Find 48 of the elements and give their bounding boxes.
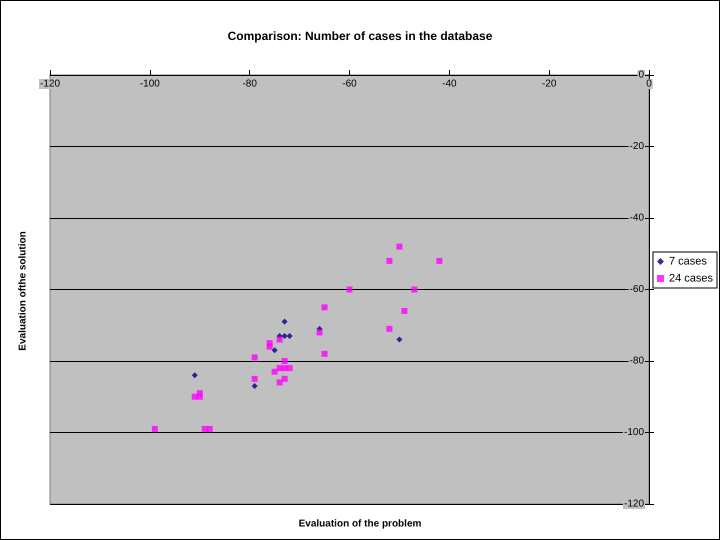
legend-label: 7 cases (668, 256, 708, 268)
point (282, 332, 288, 339)
point (401, 308, 408, 314)
point (266, 344, 273, 350)
point (396, 336, 402, 343)
y-tick-label: -100 (624, 427, 644, 438)
point (272, 368, 278, 375)
point (196, 390, 203, 396)
x-tick-label: -60 (342, 78, 358, 90)
point (322, 304, 328, 310)
point (152, 426, 158, 432)
x-axis-title: Evaluation of the problem (298, 518, 422, 530)
point (286, 332, 293, 339)
x-tick-label: -100 (140, 78, 160, 90)
x-tick-label: 0 (646, 78, 652, 90)
point (282, 358, 288, 364)
legend-label: 24 cases (668, 272, 714, 284)
point (386, 326, 392, 332)
x-tick-label: -80 (242, 78, 258, 90)
y-axis-title: Evaluation ofthe solution (18, 231, 28, 351)
point (396, 244, 402, 250)
point (206, 426, 213, 432)
y-tick-label: -20 (630, 141, 644, 152)
chart-title: Comparison: Number of cases in the database (228, 29, 493, 43)
point (276, 379, 283, 386)
point (322, 350, 328, 357)
x-tick-label: -120 (40, 78, 60, 90)
point (346, 286, 352, 292)
point (192, 372, 198, 378)
y-tick-label: -60 (630, 284, 644, 295)
point (282, 376, 288, 382)
y-tick-label: -40 (630, 212, 644, 224)
y-tick-label: -80 (630, 356, 644, 366)
point (286, 365, 293, 372)
point (252, 376, 258, 382)
x-tick-label: -40 (442, 78, 457, 90)
point (276, 336, 283, 343)
y-tick-label: 0 (638, 70, 644, 80)
point (272, 347, 278, 354)
point (436, 258, 442, 264)
y-tick-label: -120 (624, 498, 644, 510)
point (252, 354, 258, 360)
point (282, 318, 288, 325)
point (386, 258, 392, 264)
point (316, 329, 323, 336)
point (411, 286, 418, 292)
point (252, 383, 258, 390)
x-tick-label: -20 (542, 78, 557, 90)
